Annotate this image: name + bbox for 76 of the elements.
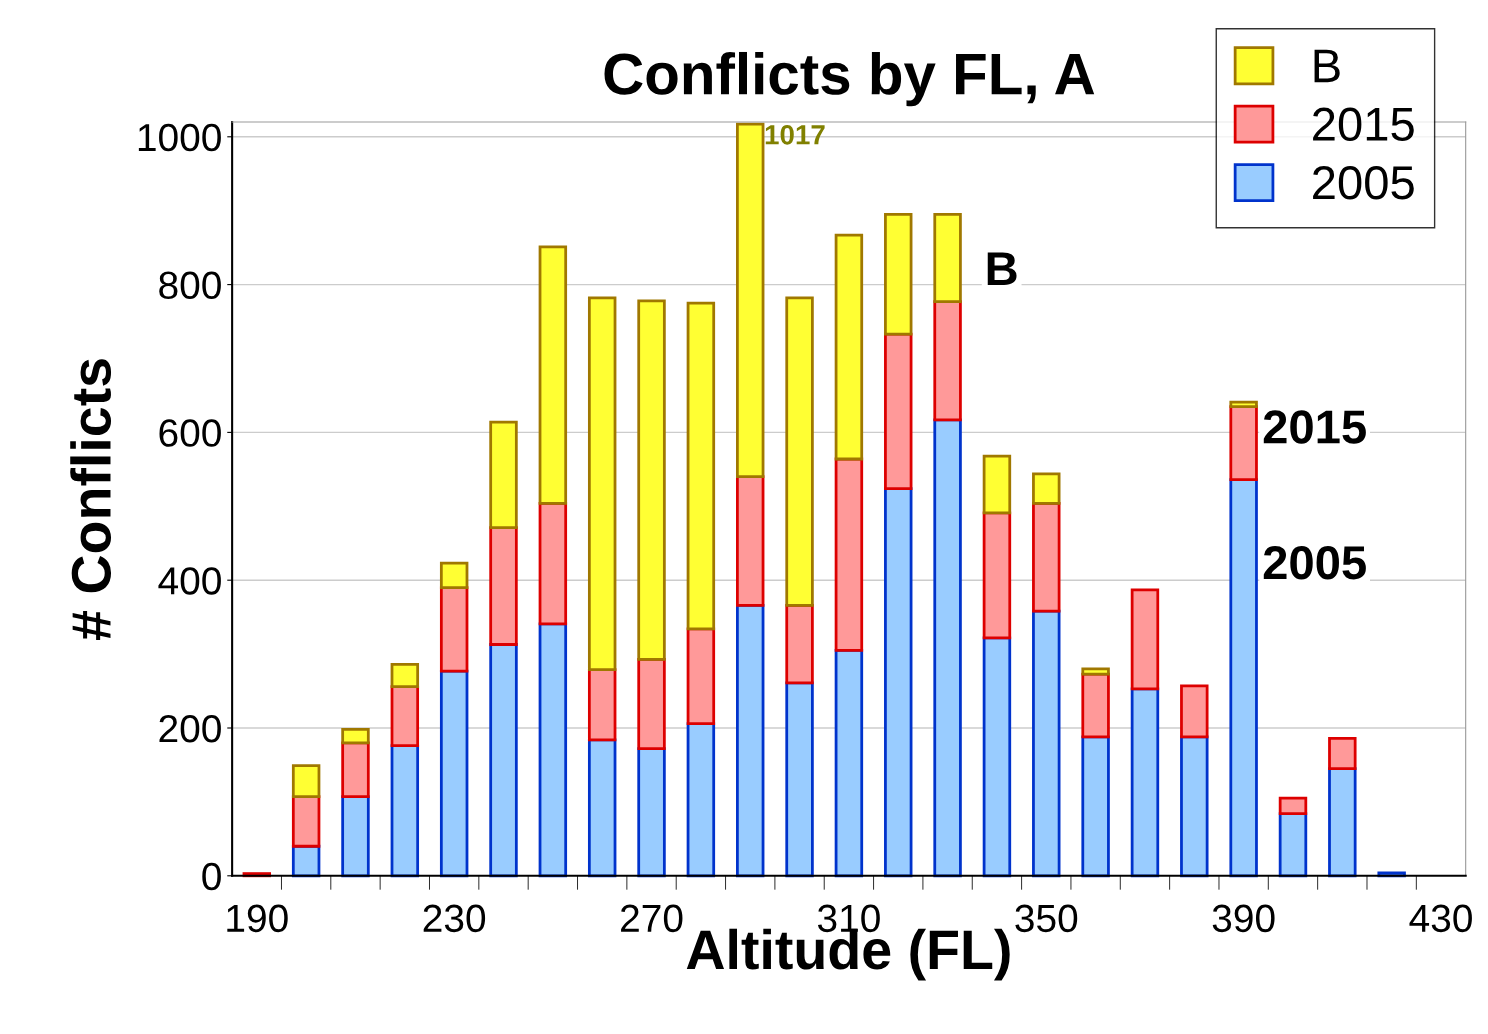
bar xyxy=(785,296,814,607)
bar xyxy=(637,747,666,878)
bar xyxy=(587,738,617,878)
annotation: 2015 xyxy=(1263,410,1366,444)
bar xyxy=(1328,767,1357,878)
bar xyxy=(982,454,1012,515)
bar xyxy=(1081,672,1110,739)
bar xyxy=(1081,667,1110,676)
legend-label: 2005 xyxy=(1313,166,1414,200)
x-tick-label: 390 xyxy=(1212,904,1275,933)
bar xyxy=(489,420,518,530)
bar xyxy=(884,487,913,878)
annotation: B xyxy=(987,252,1017,285)
y-tick-label: 600 xyxy=(159,419,221,447)
bar xyxy=(834,649,864,878)
bar xyxy=(834,457,864,652)
bar xyxy=(1130,687,1160,878)
bar xyxy=(390,744,420,878)
bar xyxy=(1032,472,1061,505)
bar xyxy=(341,741,370,799)
bar xyxy=(1328,736,1357,771)
bar xyxy=(1278,796,1308,816)
y-tick-label: 200 xyxy=(159,714,221,743)
bar xyxy=(736,122,765,479)
y-tick-label: 800 xyxy=(159,271,221,300)
legend-label: 2015 xyxy=(1313,107,1414,142)
bar xyxy=(736,475,765,607)
bar xyxy=(1180,735,1209,878)
bar xyxy=(1180,684,1209,739)
bar xyxy=(1278,812,1308,878)
bar xyxy=(1229,400,1258,408)
legend-label: B xyxy=(1314,49,1340,83)
bar xyxy=(341,728,370,745)
bar xyxy=(489,526,518,646)
bar xyxy=(834,233,864,461)
bar xyxy=(1229,405,1258,482)
annotation: 2005 xyxy=(1263,545,1366,580)
bar xyxy=(489,643,518,878)
bar xyxy=(291,764,321,799)
bar xyxy=(686,722,716,878)
bar xyxy=(785,681,814,878)
bar xyxy=(686,627,716,725)
bar xyxy=(982,511,1012,640)
bar xyxy=(686,301,716,631)
total-label: 1017 xyxy=(765,124,825,145)
bar xyxy=(1229,478,1258,878)
bar xyxy=(587,668,617,742)
y-tick-label: 400 xyxy=(158,567,221,595)
y-tick-label: 0 xyxy=(202,862,221,891)
x-tick-label: 190 xyxy=(227,904,288,933)
bar xyxy=(1130,588,1160,691)
bar xyxy=(390,685,420,748)
bar xyxy=(1081,735,1110,878)
bar xyxy=(538,245,568,505)
bar xyxy=(933,418,962,878)
y-tick-label: 1000 xyxy=(138,123,221,152)
bar xyxy=(884,332,913,490)
bar xyxy=(884,213,913,336)
bar xyxy=(439,669,469,878)
bar xyxy=(637,299,666,661)
bar xyxy=(341,795,370,878)
x-tick-label: 270 xyxy=(621,904,683,933)
bar xyxy=(390,663,420,688)
bar xyxy=(439,586,469,673)
bar xyxy=(291,795,321,848)
x-tick-label: 230 xyxy=(423,904,486,933)
y-axis-title: # Conflicts xyxy=(70,359,112,640)
x-tick-label: 350 xyxy=(1015,904,1078,933)
bar xyxy=(933,300,962,422)
bar xyxy=(587,296,617,672)
bar xyxy=(439,561,469,589)
chart-title: Conflicts by FL, A xyxy=(604,51,1095,107)
bar xyxy=(982,636,1012,878)
x-tick-label: 430 xyxy=(1409,904,1472,933)
bar xyxy=(538,622,568,878)
bar xyxy=(933,213,962,303)
